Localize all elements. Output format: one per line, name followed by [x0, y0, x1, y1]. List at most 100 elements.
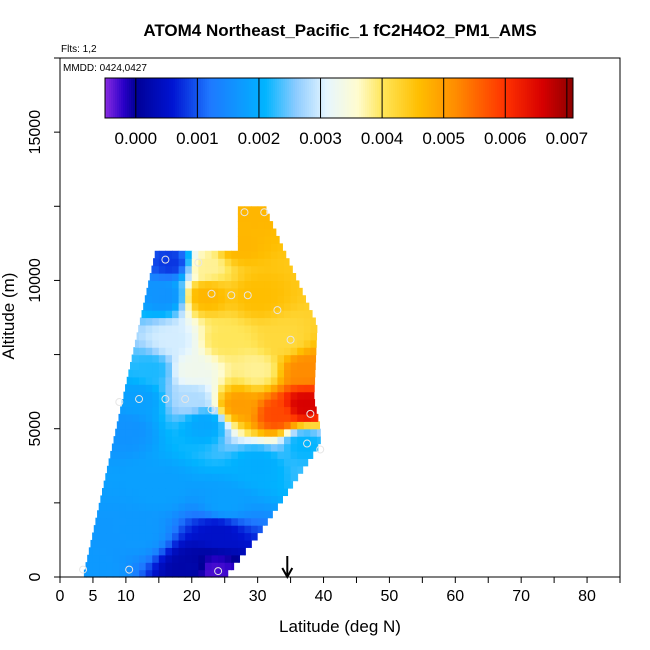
heatmap-cell [270, 310, 279, 319]
sample-point [273, 306, 282, 315]
colorbar-swatch [343, 78, 346, 118]
heatmap-cell [158, 287, 167, 296]
heatmap-cell [264, 287, 272, 296]
mmdd-label: MMDD: 0424,0427 [63, 63, 147, 74]
heatmap-cell [112, 569, 120, 578]
heatmap-cell [172, 354, 180, 363]
heatmap-cell [270, 384, 279, 393]
colorbar-swatch [399, 78, 402, 118]
heatmap-cell [178, 569, 186, 578]
heatmap-cell [119, 539, 127, 548]
heatmap-cell [191, 391, 199, 400]
heatmap-cell [224, 339, 232, 348]
heatmap-cell [284, 354, 292, 363]
heatmap-cell [218, 302, 226, 311]
heatmap-cell [211, 436, 219, 445]
colorbar: 0.000 0.001 0.002 0.003 0.004 0.005 0.006 0.007 [104, 77, 588, 148]
heatmap-cell [237, 228, 246, 237]
heatmap-cell [264, 258, 272, 267]
heatmap-cell [136, 332, 140, 341]
colorbar-swatch [145, 78, 148, 118]
heatmap-cell [204, 339, 213, 348]
heatmap-cell [125, 473, 134, 482]
heatmap-cell [303, 317, 311, 326]
heatmap-cell [125, 495, 134, 504]
heatmap-cell [244, 547, 246, 556]
heatmap-cell [310, 347, 317, 356]
heatmap-cell [244, 310, 252, 319]
heatmap-cell [218, 502, 226, 511]
heatmap-cell [231, 554, 239, 563]
heatmap-cell [303, 421, 311, 430]
colorbar-swatch [225, 78, 228, 118]
heatmap-cell [231, 399, 239, 408]
heatmap-cell [251, 221, 259, 230]
heatmap-cell [99, 502, 107, 511]
heatmap-cell [178, 480, 186, 489]
heatmap-cell [145, 384, 153, 393]
heatmap-cell [99, 510, 107, 519]
colorbar-swatch [229, 78, 232, 118]
heatmap-cell [106, 532, 114, 541]
heatmap-cell [151, 265, 153, 274]
colorbar-swatch [117, 78, 120, 118]
colorbar-swatch [451, 78, 454, 118]
heatmap-cell [251, 280, 259, 289]
heatmap-cell [303, 391, 311, 400]
colorbar-swatch [211, 78, 214, 118]
sample-point [303, 439, 312, 448]
heatmap-cell [257, 510, 265, 519]
heatmap-cell [237, 443, 246, 452]
heatmap-cell [152, 302, 160, 311]
colorbar-swatch [427, 78, 430, 118]
colorbar-swatch [531, 78, 534, 118]
heatmap-cell [231, 562, 235, 571]
heatmap-cell [218, 280, 226, 289]
heatmap-cell [204, 413, 213, 422]
heatmap-cell [185, 532, 193, 541]
heatmap-cell [244, 332, 252, 341]
heatmap-cell [270, 399, 279, 408]
heatmap-cell [145, 310, 153, 319]
heatmap-cell [224, 376, 232, 385]
heatmap-cell [270, 376, 279, 385]
heatmap-cell [152, 399, 160, 408]
heatmap-cell [297, 436, 305, 445]
heatmap-cell [119, 488, 127, 497]
heatmap-cell [264, 436, 272, 445]
heatmap-cell [297, 465, 304, 474]
sample-point [207, 289, 216, 298]
heatmap-cell [224, 310, 232, 319]
heatmap-cell [224, 332, 232, 341]
colorbar-swatch [195, 78, 198, 118]
colorbar-swatch [335, 78, 338, 118]
heatmap-cell [270, 443, 279, 452]
colorbar-swatch [483, 78, 486, 118]
heatmap-cell [257, 399, 265, 408]
heatmap-cell [297, 399, 305, 408]
heatmap-cell [224, 391, 232, 400]
heatmap-cell [270, 347, 279, 356]
heatmap-cell [270, 265, 279, 274]
colorbar-swatch [497, 78, 500, 118]
heatmap-cell [198, 532, 206, 541]
heatmap-cell [270, 339, 279, 348]
heatmap-cell [204, 391, 213, 400]
heatmap-cell [165, 250, 173, 259]
heatmap-cell [231, 465, 239, 474]
heatmap-cell [270, 406, 279, 415]
heatmap-cell [251, 354, 259, 363]
heatmap-cell [185, 443, 193, 452]
heatmap-cell [211, 421, 219, 430]
heatmap-cell [204, 317, 213, 326]
heatmap-cell [303, 369, 311, 378]
heatmap-cell [277, 287, 285, 296]
heatmap-cell [224, 450, 232, 459]
heatmap-cell [264, 243, 272, 252]
heatmap-cell [185, 317, 193, 326]
heatmap-cell [191, 295, 199, 304]
heatmap-cell [257, 517, 265, 526]
heatmap-cell [257, 384, 265, 393]
heatmap-cell [158, 539, 167, 548]
heatmap-cell [204, 539, 213, 548]
